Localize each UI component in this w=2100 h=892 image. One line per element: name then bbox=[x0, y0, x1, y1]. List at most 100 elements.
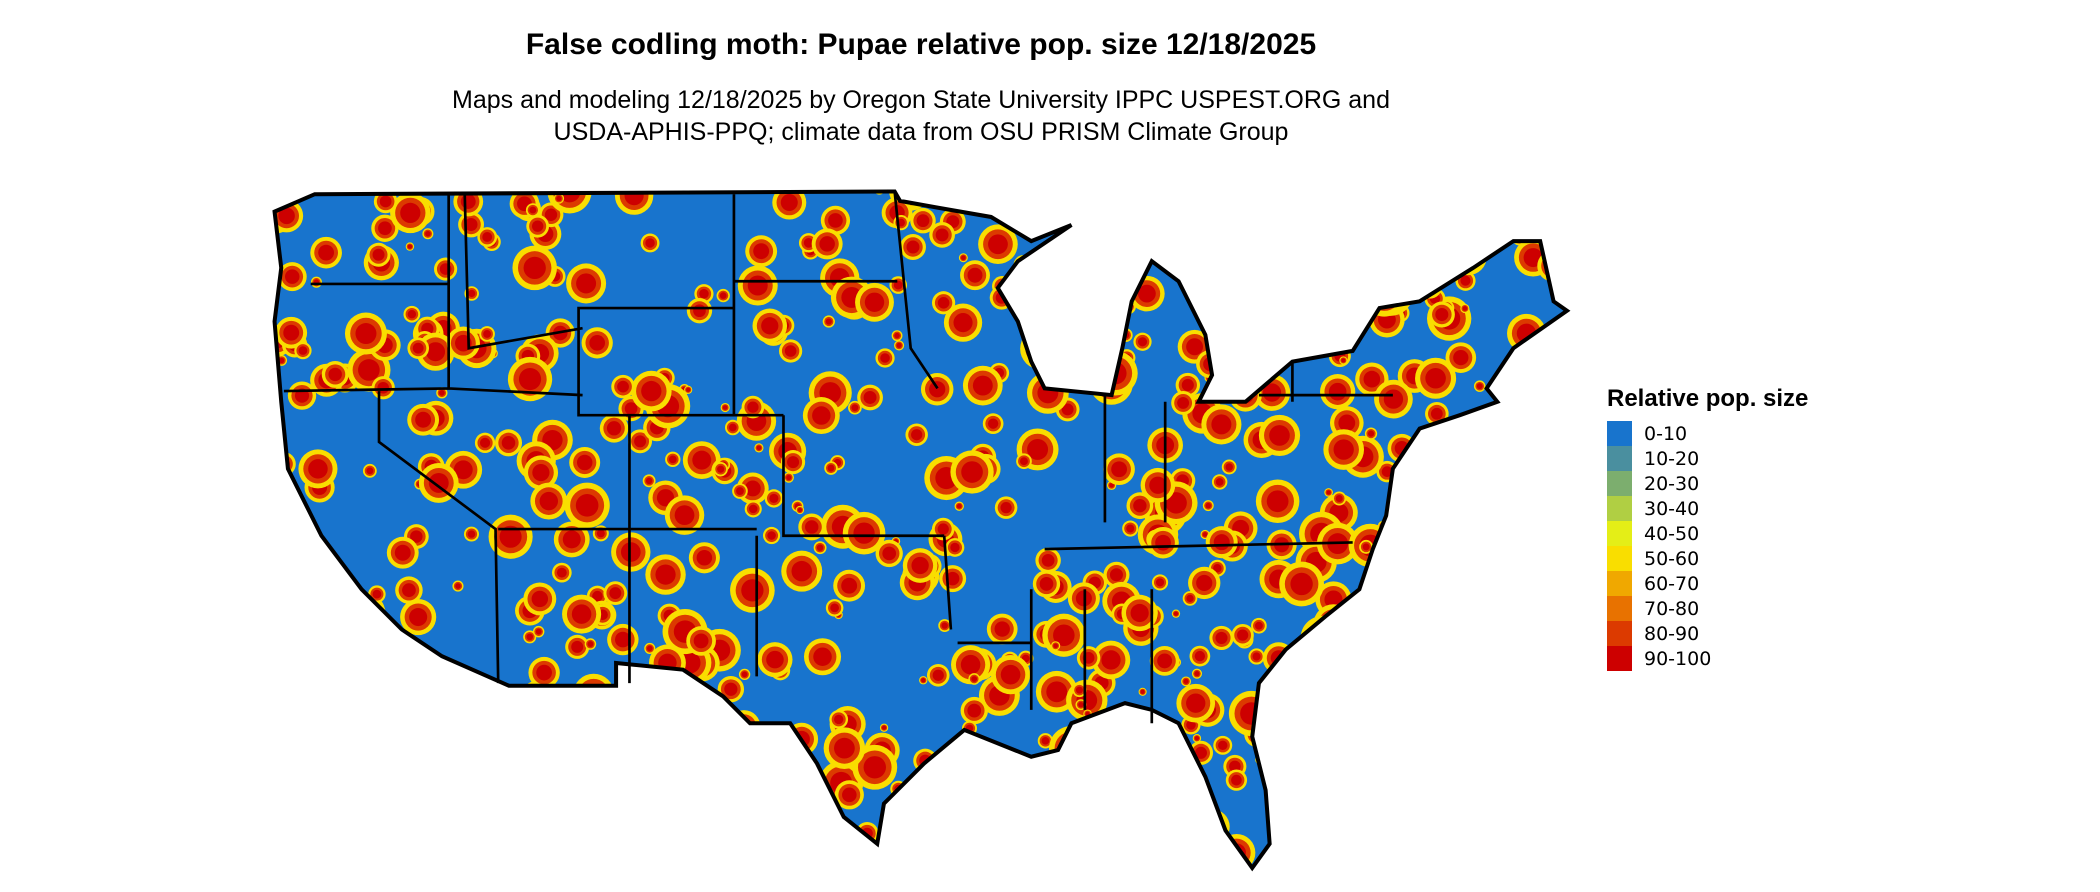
raster-cell bbox=[642, 702, 672, 732]
raster-cell bbox=[1510, 557, 1533, 581]
raster-cell bbox=[1346, 220, 1378, 252]
raster-cell bbox=[704, 789, 731, 816]
raster-cell bbox=[448, 810, 467, 829]
raster-cell bbox=[344, 761, 370, 786]
raster-cell bbox=[1372, 203, 1392, 224]
raster-cell bbox=[1552, 323, 1562, 333]
legend-swatch bbox=[1607, 496, 1632, 521]
raster-cell bbox=[1173, 611, 1179, 616]
legend-item: 60-70 bbox=[1607, 571, 1808, 596]
raster-cell bbox=[300, 596, 313, 610]
raster-cell bbox=[468, 712, 483, 727]
raster-cell bbox=[1317, 302, 1326, 311]
raster-cell bbox=[1400, 245, 1440, 285]
raster-cell bbox=[1466, 715, 1495, 743]
raster-cell bbox=[1074, 264, 1088, 278]
raster-cell bbox=[415, 685, 436, 706]
legend-label: 80-90 bbox=[1644, 622, 1700, 645]
raster-cell bbox=[1505, 669, 1517, 681]
raster-cell bbox=[482, 232, 493, 242]
raster-cell bbox=[1399, 657, 1412, 671]
raster-cell bbox=[1030, 267, 1063, 300]
raster-cell bbox=[1547, 677, 1560, 690]
raster-cell bbox=[579, 781, 621, 822]
raster-cell bbox=[722, 405, 728, 410]
raster-cell bbox=[956, 845, 999, 868]
raster-cell bbox=[1460, 812, 1478, 830]
raster-cell bbox=[1318, 609, 1349, 640]
raster-cell bbox=[1382, 808, 1413, 839]
raster-cell bbox=[686, 697, 714, 725]
raster-cell bbox=[1061, 332, 1084, 356]
raster-cell bbox=[1396, 729, 1414, 747]
raster-cell bbox=[585, 786, 616, 817]
raster-cell bbox=[1001, 785, 1024, 808]
raster-cell bbox=[274, 840, 302, 868]
raster-cell bbox=[1270, 237, 1278, 245]
raster-cell bbox=[587, 641, 594, 647]
raster-cell bbox=[1119, 717, 1134, 732]
raster-cell bbox=[797, 864, 816, 868]
raster-cell bbox=[323, 710, 350, 737]
raster-cell bbox=[274, 850, 301, 868]
raster-cell bbox=[505, 690, 520, 705]
raster-cell bbox=[689, 755, 706, 772]
raster-cell bbox=[1467, 654, 1492, 680]
raster-cell bbox=[1363, 655, 1381, 673]
raster-cell bbox=[1165, 492, 1187, 514]
raster-cell bbox=[1333, 243, 1354, 265]
raster-cell bbox=[999, 191, 1019, 199]
raster-cell bbox=[1005, 829, 1012, 837]
raster-cell bbox=[1183, 784, 1193, 794]
raster-cell bbox=[302, 598, 311, 608]
raster-cell bbox=[1382, 557, 1391, 567]
raster-cell bbox=[455, 583, 461, 589]
raster-cell bbox=[976, 776, 998, 798]
raster-cell bbox=[1553, 492, 1567, 507]
raster-cell bbox=[1505, 860, 1510, 865]
raster-cell bbox=[1237, 629, 1249, 641]
raster-cell bbox=[1299, 662, 1315, 678]
raster-cell bbox=[1546, 770, 1558, 782]
raster-cell bbox=[485, 704, 504, 723]
raster-cell bbox=[1380, 288, 1396, 303]
raster-cell bbox=[1540, 392, 1559, 411]
raster-cell bbox=[1379, 639, 1407, 667]
raster-cell bbox=[585, 775, 605, 795]
raster-cell bbox=[1332, 249, 1343, 260]
raster-cell bbox=[1422, 708, 1449, 735]
raster-cell bbox=[356, 814, 394, 852]
raster-cell bbox=[1174, 828, 1179, 834]
raster-cell bbox=[1157, 653, 1173, 669]
raster-cell bbox=[1487, 573, 1512, 597]
raster-cell bbox=[531, 220, 544, 232]
raster-cell bbox=[1549, 413, 1564, 428]
raster-cell bbox=[1419, 636, 1453, 671]
raster-cell bbox=[390, 810, 419, 840]
raster-cell bbox=[549, 838, 561, 850]
raster-cell bbox=[1048, 305, 1063, 319]
raster-cell bbox=[641, 380, 662, 402]
raster-cell bbox=[1314, 293, 1358, 336]
raster-cell bbox=[655, 564, 676, 585]
raster-cell bbox=[753, 243, 770, 260]
raster-cell bbox=[1450, 708, 1469, 727]
raster-cell bbox=[724, 682, 738, 696]
raster-cell bbox=[841, 577, 858, 594]
raster-cell bbox=[1403, 594, 1447, 638]
raster-cell bbox=[1166, 756, 1200, 790]
raster-cell bbox=[463, 706, 493, 735]
raster-cell bbox=[987, 418, 999, 429]
raster-cell bbox=[1084, 728, 1101, 745]
raster-cell bbox=[1011, 294, 1024, 306]
raster-cell bbox=[274, 819, 278, 839]
raster-cell bbox=[562, 530, 581, 549]
raster-cell bbox=[539, 491, 559, 511]
raster-cell bbox=[285, 776, 310, 801]
raster-cell bbox=[1075, 228, 1087, 240]
raster-cell bbox=[1363, 370, 1381, 388]
raster-cell bbox=[1004, 801, 1047, 844]
raster-cell bbox=[1313, 860, 1344, 868]
raster-cell bbox=[1085, 275, 1111, 301]
raster-cell bbox=[1019, 851, 1039, 868]
